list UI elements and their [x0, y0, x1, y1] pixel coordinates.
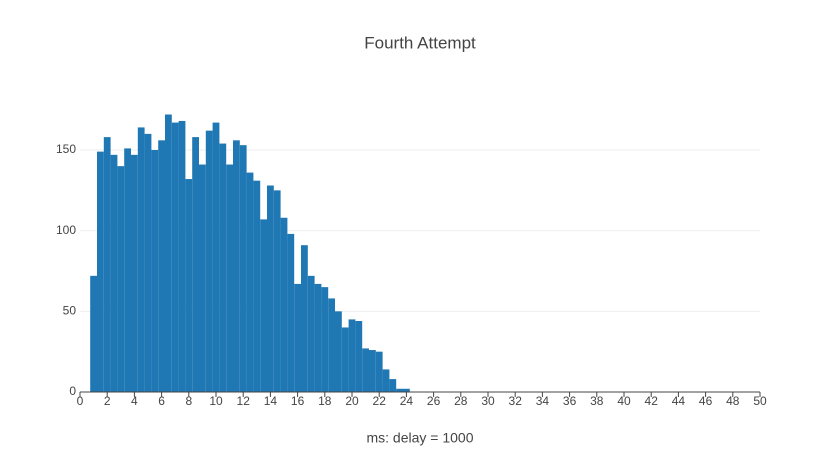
y-tick-label: 0 [69, 384, 76, 398]
bar [199, 164, 206, 392]
x-tick-label: 6 [158, 394, 165, 408]
x-tick-label: 34 [536, 394, 550, 408]
bar [185, 179, 193, 392]
bar [205, 130, 213, 393]
x-tick-label: 42 [645, 394, 659, 408]
bar [355, 321, 363, 392]
x-tick-label: 30 [481, 394, 495, 408]
bar [396, 388, 403, 392]
x-tick-label: 44 [672, 394, 686, 408]
bar [321, 287, 329, 392]
y-tick-label: 100 [56, 223, 76, 237]
bar [212, 122, 220, 392]
bar [280, 217, 288, 392]
bar [97, 151, 104, 392]
bar [90, 275, 97, 392]
bar [389, 379, 397, 392]
bar [178, 120, 186, 392]
x-tick-label: 12 [237, 394, 251, 408]
bar [273, 190, 281, 392]
bar [171, 122, 179, 392]
bar [382, 369, 390, 392]
bar [246, 172, 254, 392]
x-tick-label: 46 [699, 394, 713, 408]
x-tick-label: 22 [373, 394, 387, 408]
bar [369, 350, 376, 392]
x-tick-label: 10 [209, 394, 223, 408]
bar [110, 154, 118, 392]
x-tick-label: 8 [185, 394, 192, 408]
bar [341, 327, 349, 392]
bar [233, 140, 240, 392]
x-tick-label: 48 [726, 394, 740, 408]
bar [253, 180, 261, 392]
bar [335, 311, 342, 392]
x-axis-label: ms: delay = 1000 [366, 430, 473, 446]
bar [301, 245, 308, 392]
bar [151, 150, 159, 392]
x-tick-label: 38 [590, 394, 604, 408]
bar [117, 166, 125, 392]
x-tick-label: 20 [345, 394, 359, 408]
bar [144, 133, 152, 392]
x-tick-label: 28 [454, 394, 468, 408]
y-tick-label: 50 [63, 304, 77, 318]
bar [375, 351, 383, 392]
bar [137, 127, 145, 392]
bar [294, 283, 301, 392]
y-tick-label: 150 [56, 142, 76, 156]
x-tick-label: 36 [563, 394, 577, 408]
bar [219, 143, 227, 392]
bar [328, 298, 335, 392]
bar [267, 185, 274, 392]
bar [158, 140, 165, 392]
bar [307, 275, 315, 392]
x-tick-label: 4 [131, 394, 138, 408]
x-tick-label: 26 [427, 394, 441, 408]
bar [226, 164, 233, 392]
bar [192, 137, 199, 392]
x-tick-label: 24 [400, 394, 414, 408]
bar [362, 348, 369, 392]
x-tick-label: 40 [617, 394, 631, 408]
x-tick-label: 18 [318, 394, 332, 408]
bar [348, 319, 356, 392]
bar [403, 388, 410, 392]
x-tick-label: 50 [753, 394, 767, 408]
chart-title: Fourth Attempt [364, 33, 476, 52]
x-tick-label: 14 [264, 394, 278, 408]
x-tick-label: 32 [509, 394, 523, 408]
bar [124, 148, 131, 392]
bar [287, 233, 295, 392]
x-tick-label: 2 [104, 394, 111, 408]
bar [260, 219, 267, 392]
bar [314, 283, 322, 392]
bar [239, 145, 247, 392]
x-tick-label: 0 [77, 394, 84, 408]
bar [103, 137, 111, 392]
bar [131, 154, 138, 392]
x-tick-label: 16 [291, 394, 305, 408]
bar [165, 114, 172, 392]
